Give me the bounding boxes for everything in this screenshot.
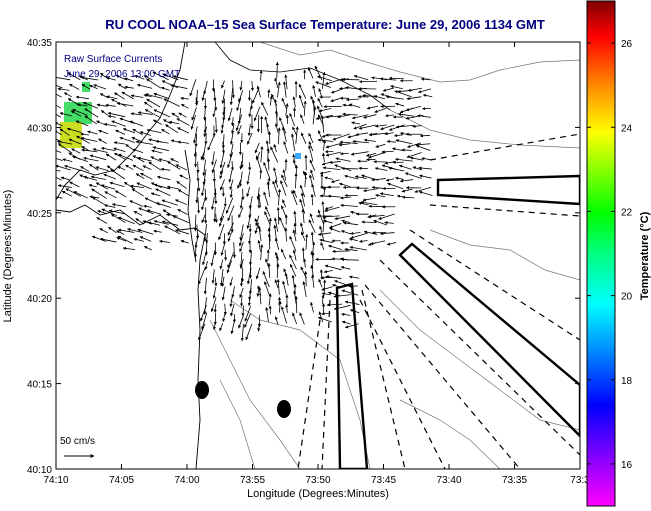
colorbar-tick-label: 20: [621, 292, 633, 303]
x-axis-label: Longitude (Degrees:Minutes): [247, 488, 389, 500]
bathymetry-contour-7: [219, 379, 256, 469]
colorbar-tick-label: 18: [621, 376, 633, 387]
marker-ellipse-2: [277, 400, 291, 418]
x-tick-label: 73:35: [502, 475, 527, 486]
y-tick-label: 40:25: [27, 209, 52, 220]
y-tick-label: 40:35: [27, 38, 52, 49]
scale-label: 50 cm/s: [60, 436, 95, 447]
x-tick-label: 74:05: [109, 475, 134, 486]
x-tick-label: 74:00: [174, 475, 199, 486]
surface-current-vectors: [56, 61, 433, 342]
bathymetry-contour-3: [429, 229, 580, 281]
y-tick-label: 40:15: [27, 380, 52, 391]
x-axis-ticks: 74:10 74:05 74:00 73:55 73:50 73:45 73:40 73:35…: [43, 42, 590, 486]
x-tick-label: 73:40: [436, 475, 461, 486]
y-axis-ticks: 40:35 40:30 40:25 40:20 40:15 40:10: [27, 38, 580, 476]
x-tick-label: 73:45: [371, 475, 396, 486]
colorbar-tick-label: 26: [621, 39, 633, 50]
sandy-hook: [184, 149, 197, 263]
y-axis-label: Latitude (Degrees:Minutes): [2, 190, 14, 323]
x-tick-label: 73:3: [570, 475, 590, 486]
y-tick-label: 40:10: [27, 465, 52, 476]
map-area: [56, 42, 580, 469]
bathymetry-contour-8: [399, 399, 501, 469]
shipping-lanes: [297, 133, 580, 469]
sst-patch-cyan: [295, 153, 301, 159]
subtitle-currents: Raw Surface Currents: [64, 54, 162, 65]
y-tick-label: 40:20: [27, 294, 52, 305]
marker-ellipse-1: [195, 381, 209, 399]
x-tick-label: 73:50: [305, 475, 330, 486]
bathymetry-contour-1: [259, 42, 580, 83]
colorbar-ticks: 26 24 22 20 18 16: [587, 39, 633, 471]
figure-title: RU COOL NOAA–15 Sea Surface Temperature:…: [105, 17, 545, 32]
colorbar-tick-label: 24: [621, 123, 633, 134]
colorbar-tick-label: 22: [621, 207, 633, 218]
sst-patch-green: [64, 102, 92, 124]
sst-patch-yellow: [60, 122, 82, 148]
traffic-separation-zones: [335, 174, 580, 469]
colorbar-tick-label: 16: [621, 460, 633, 471]
x-tick-label: 74:10: [43, 475, 68, 486]
colorbar: [586, 0, 616, 507]
long-island-shore: [214, 42, 391, 111]
colorbar-label: Temperature (°C): [639, 211, 651, 300]
bathymetry-contour-4: [229, 299, 371, 469]
bathymetry-contour-5: [209, 319, 301, 469]
coastline-nj: [56, 204, 206, 469]
x-tick-label: 73:55: [240, 475, 265, 486]
subtitle-time: June 29, 2006 13:00 GMT: [64, 69, 180, 80]
bathymetry-contour-2: [389, 109, 580, 149]
y-tick-label: 40:30: [27, 123, 52, 134]
